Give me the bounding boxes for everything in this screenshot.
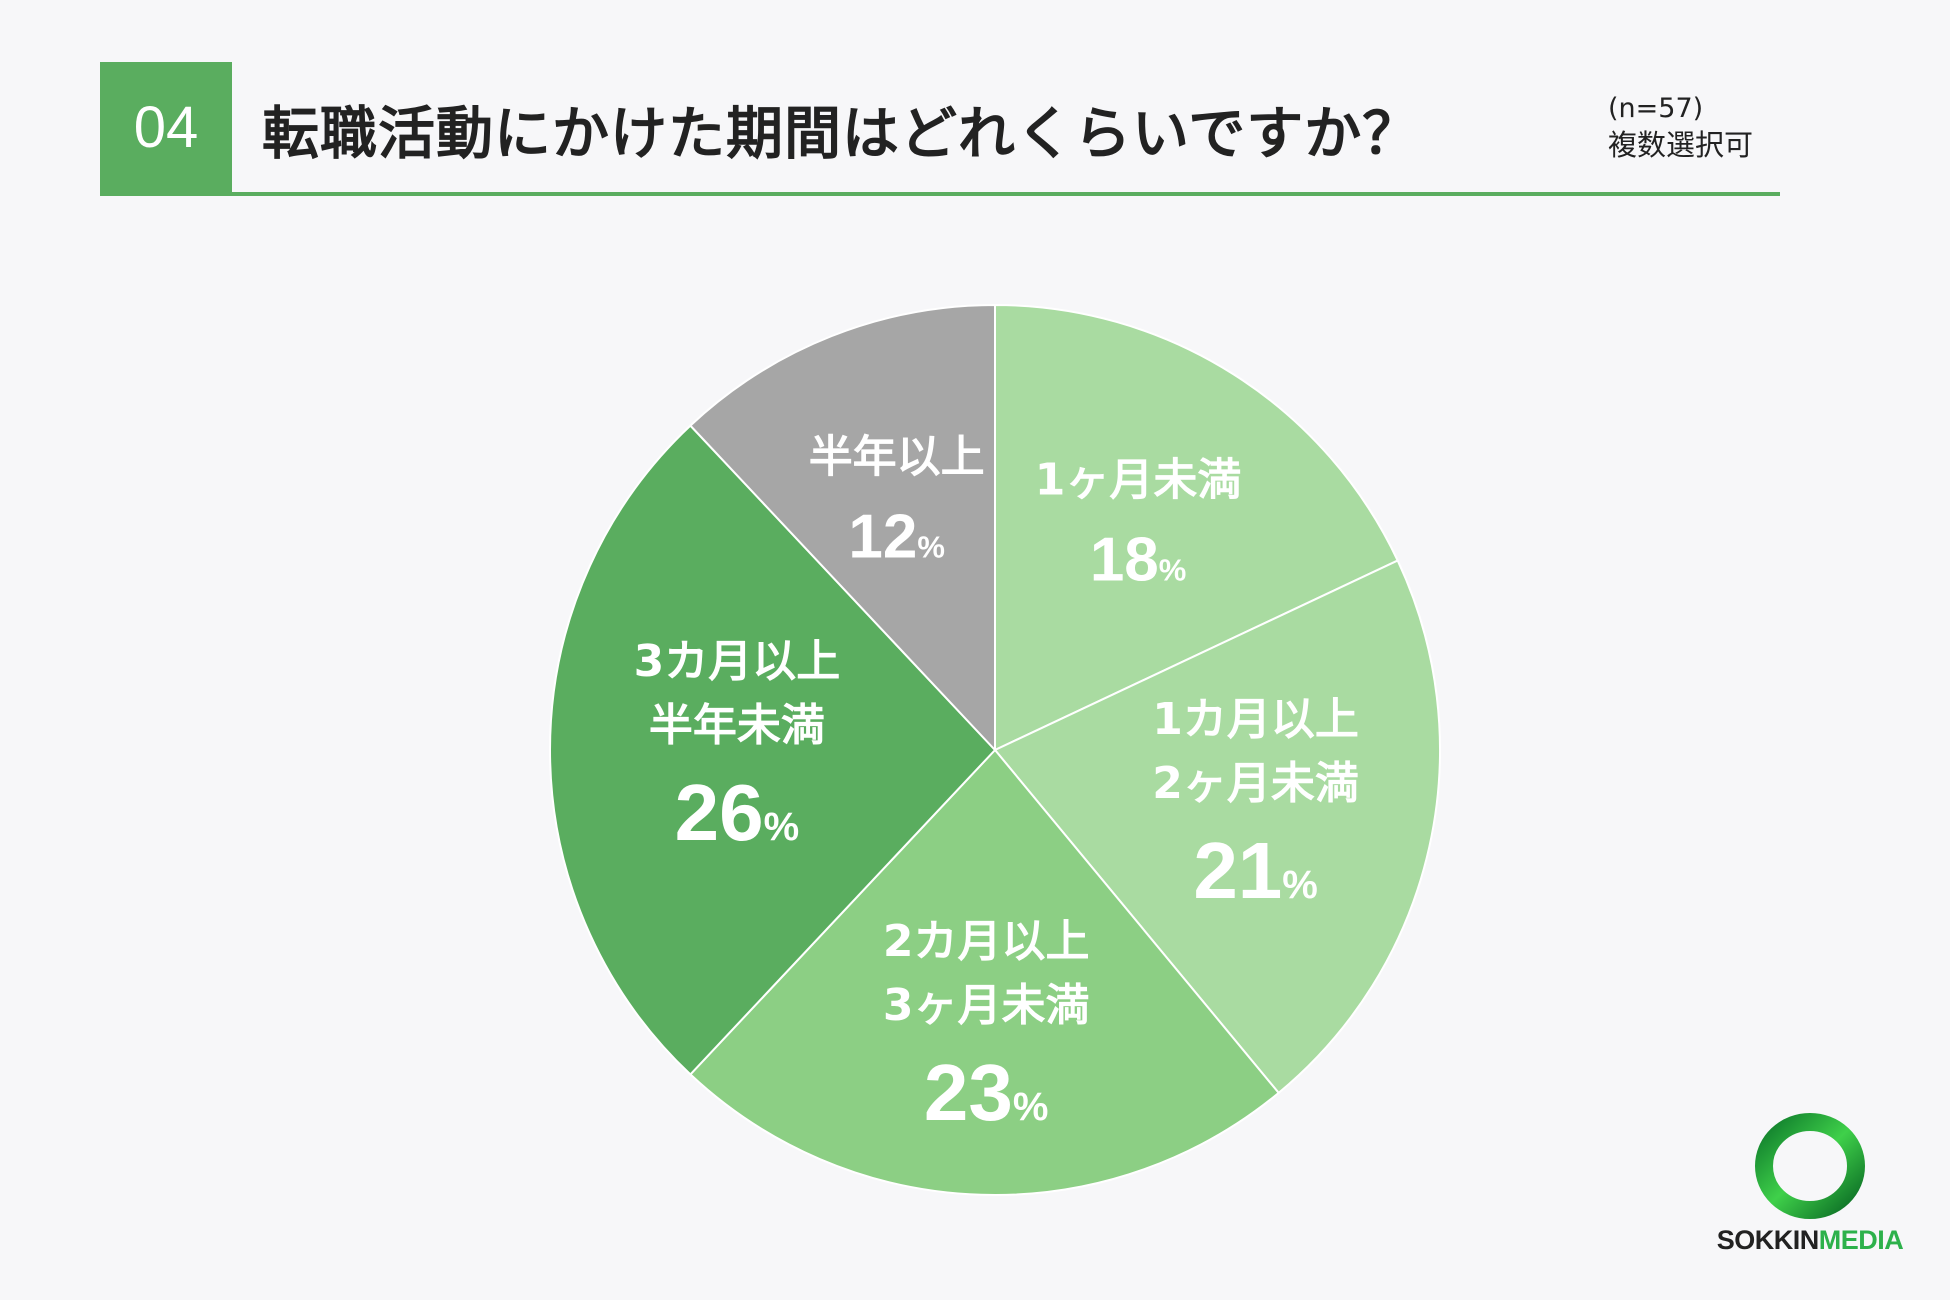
pie-slice: [993, 559, 1441, 1095]
pie-slice: [688, 303, 996, 753]
multi-select-note: 複数選択可: [1608, 128, 1754, 162]
sokkin-media-logo: SOKKINMEDIA: [1700, 1110, 1920, 1260]
slice-label: 半年以上 12%: [809, 432, 985, 572]
pie-slice: [549, 424, 997, 1076]
question-number: 04: [100, 62, 232, 194]
slice-label: 1ヶ月未満 18%: [1035, 455, 1242, 595]
slice-category-label: 2ヶ月未満: [1152, 758, 1359, 809]
slice-label: 1カ月以上 2ヶ月未満 21%: [1152, 694, 1359, 915]
slice-category-label: 1カ月以上: [1152, 694, 1359, 745]
header: 04 転職活動にかけた期間はどれくらいですか？ (n=57) 複数選択可: [100, 62, 1780, 196]
header-rule: [100, 192, 1780, 196]
question-meta: (n=57) 複数選択可: [1608, 93, 1754, 163]
logo-ring-icon: [1755, 1113, 1865, 1219]
slice-value-label: 12%: [848, 503, 945, 572]
slice-value-label: 23%: [924, 1048, 1049, 1137]
slice-category-label: 3ヶ月未満: [883, 980, 1090, 1031]
slice-category-label: 2カ月以上: [883, 916, 1090, 967]
slice-category-label: 半年未満: [649, 700, 825, 751]
slice-value-label: 26%: [675, 768, 800, 857]
logo-wordmark: SOKKINMEDIA: [1700, 1225, 1920, 1256]
sample-size: (n=57): [1608, 93, 1704, 124]
slice-value-label: 21%: [1193, 826, 1318, 915]
slice-category-label: 3カ月以上: [634, 636, 841, 687]
slice-value-label: 18%: [1090, 526, 1187, 595]
slice-label: 2カ月以上 3ヶ月未満 23%: [883, 916, 1090, 1137]
logo-text-media: MEDIA: [1818, 1225, 1904, 1255]
pie-slice: [994, 303, 1399, 752]
slice-category-label: 1ヶ月未満: [1035, 455, 1242, 506]
logo-text-sokkin: SOKKIN: [1716, 1225, 1820, 1255]
question-title: 転職活動にかけた期間はどれくらいですか？: [262, 101, 1421, 167]
pie-slice: [688, 748, 1281, 1196]
slice-category-label: 半年以上: [809, 432, 985, 483]
